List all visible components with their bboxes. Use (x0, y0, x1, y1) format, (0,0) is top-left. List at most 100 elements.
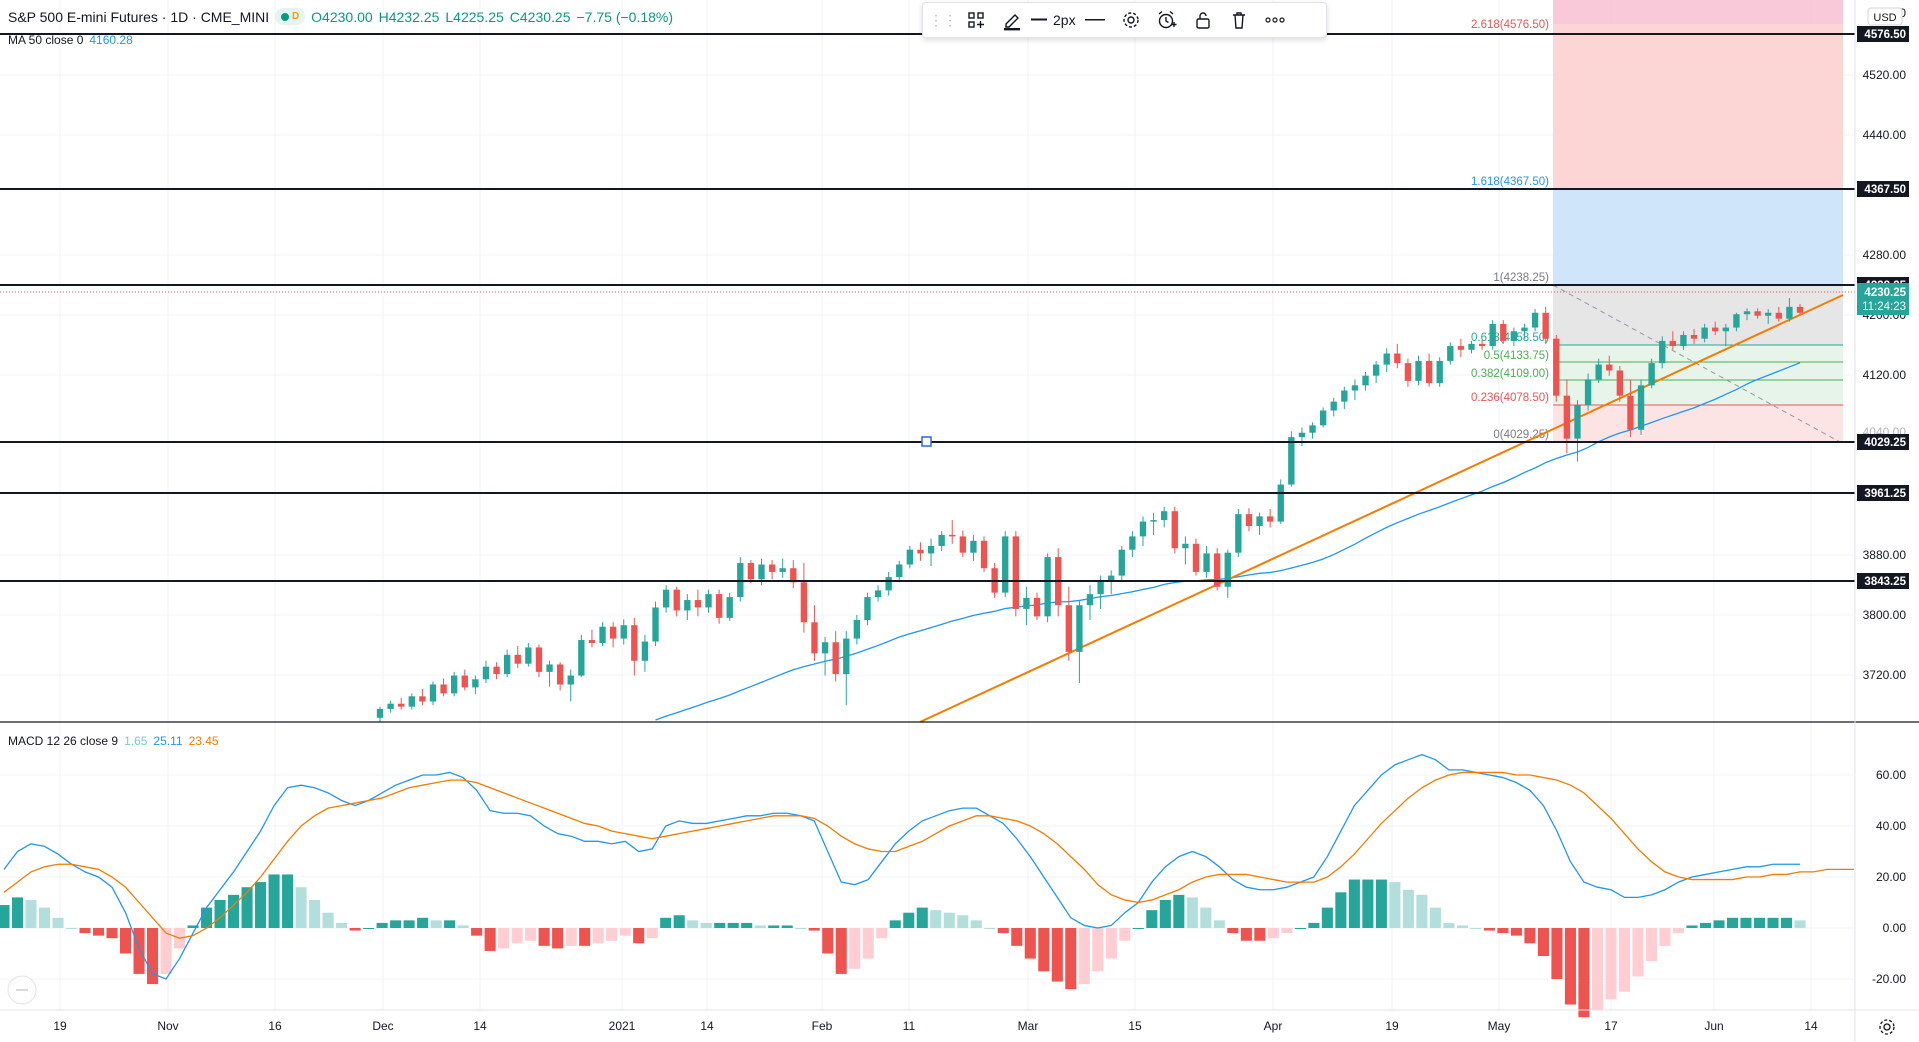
macd-histogram-bar (1132, 928, 1144, 929)
fib-zone-grey (1553, 285, 1843, 345)
time-tick-label: 14 (473, 1019, 487, 1033)
candle-body (1542, 312, 1549, 339)
macd-histogram-bar (1740, 917, 1752, 928)
candle-body (779, 568, 786, 572)
candle-body (461, 675, 468, 688)
macd-histogram-bar (511, 928, 523, 944)
templates-icon[interactable] (959, 5, 993, 35)
macd-histogram-bar (403, 920, 415, 928)
market-open-dot-icon (281, 12, 290, 21)
macd-histogram-bar (255, 882, 267, 928)
lock-icon[interactable] (1186, 5, 1220, 35)
trendline[interactable] (919, 294, 1844, 723)
candle-body (398, 703, 405, 707)
macd-histogram-bar (79, 928, 91, 934)
gear-hub (1883, 1023, 1891, 1031)
macd-histogram-bar (282, 874, 294, 928)
macd-histogram-bar (835, 928, 847, 974)
ohlc-close: C4230.25 (509, 8, 571, 25)
macd-histogram-bar (1551, 928, 1563, 979)
macd-histogram-bar (65, 928, 78, 929)
level-price-tag-label: 4576.50 (1864, 29, 1906, 41)
signal-line-path (3, 771, 1855, 939)
time-tick-label: Feb (812, 1019, 833, 1033)
candle-body (1404, 363, 1412, 381)
candle-body (1383, 353, 1390, 365)
candle-body (1108, 575, 1115, 581)
macd-histogram-bar (471, 928, 483, 936)
candle-body (1521, 327, 1528, 332)
macd-histogram-bar (336, 922, 348, 928)
trash-icon[interactable] (1222, 5, 1256, 35)
candle-body (1637, 385, 1645, 430)
candle-body (684, 600, 691, 611)
macd-histogram-bar (1483, 928, 1495, 931)
line-width-button[interactable]: 2px (1031, 5, 1076, 35)
last-price-label: 4230.25 (1864, 287, 1906, 299)
macd-histogram-bar (106, 928, 118, 939)
fib-level-label: 0.382(4109.00) (1471, 368, 1549, 380)
macd-histogram-bar (228, 894, 240, 928)
macd-histogram-bar (1389, 882, 1401, 928)
symbol-title[interactable]: S&P 500 E-mini Futures · 1D · CME_MINI (8, 8, 270, 25)
macd-histogram-bar (187, 925, 199, 928)
level-price-tag (1857, 181, 1909, 197)
candle-body (1044, 557, 1051, 617)
ma-legend[interactable]: MA 50 close 0 4160.28 (8, 33, 133, 47)
macd-histogram-bar (457, 925, 469, 928)
candle-body (1065, 605, 1072, 652)
level-price-tag-label: 3961.25 (1864, 488, 1906, 500)
macd-histogram-bar (970, 920, 982, 928)
candle-body (419, 696, 426, 702)
candle-body (429, 684, 437, 702)
candle-body (1436, 360, 1443, 384)
time-tick-label: 19 (53, 1019, 67, 1033)
fib-level-label: 1(4238.25) (1493, 272, 1549, 284)
level-price-tag-label: 3843.25 (1864, 576, 1906, 588)
macd-histogram-bar (1348, 879, 1360, 928)
macd-histogram-bar (1011, 928, 1023, 946)
selected-anchor-handle (921, 436, 932, 447)
candle-body (1500, 323, 1507, 341)
candle-body (641, 641, 649, 661)
candle-body (1203, 553, 1210, 572)
macd-histogram-bar (1186, 897, 1198, 928)
macd-legend[interactable]: MACD 12 26 close 9 1.65 25.11 23.45 (8, 734, 219, 748)
fib-level-label: 0.236(4078.50) (1471, 392, 1549, 404)
line-style-icon[interactable] (1078, 5, 1112, 35)
symbol-legend[interactable]: S&P 500 E-mini Futures · 1D · CME_MINI D… (8, 8, 673, 25)
candle-body (620, 625, 627, 639)
candle-body (535, 647, 543, 672)
macd-histogram-bar (754, 925, 766, 928)
macd-histogram-bar (957, 915, 969, 928)
gear-ring (1879, 1019, 1895, 1035)
settings-icon[interactable] (1114, 5, 1148, 35)
pencil-icon[interactable] (995, 5, 1029, 35)
macd-histogram-bar (1227, 928, 1239, 934)
market-status-badge[interactable]: D (275, 8, 306, 25)
candle-body (790, 568, 797, 583)
macd-histogram-bar (1605, 928, 1617, 1000)
macd-histogram-bar (633, 928, 645, 944)
candle-body (609, 626, 617, 639)
macd-histogram-bar (201, 907, 213, 928)
candle-body (1319, 410, 1327, 426)
ma-value: 4160.28 (89, 33, 133, 47)
fib-extension-drawing[interactable]: 2.618(4576.50) 1.618(4367.50) 1(4238.25) 0.… (1471, 0, 1843, 443)
level-price-tag (1857, 573, 1909, 589)
alert-icon[interactable] (1150, 5, 1184, 35)
macd-histogram-bar (430, 920, 442, 928)
time-tick-label: Dec (372, 1019, 393, 1033)
candle-body (1012, 536, 1019, 609)
candle-body (1733, 314, 1740, 328)
macd-histogram-bar (795, 928, 807, 929)
macd-histogram-bar (1065, 928, 1077, 990)
trendline-path (919, 294, 1844, 723)
price-tick-label: 3800.00 (1863, 608, 1907, 622)
macd-histogram-bar (552, 928, 564, 949)
drag-handle-icon[interactable]: ⋮⋮ (929, 11, 957, 28)
candle-body (885, 577, 892, 591)
more-icon[interactable] (1258, 5, 1292, 35)
candle-body (1468, 343, 1475, 350)
